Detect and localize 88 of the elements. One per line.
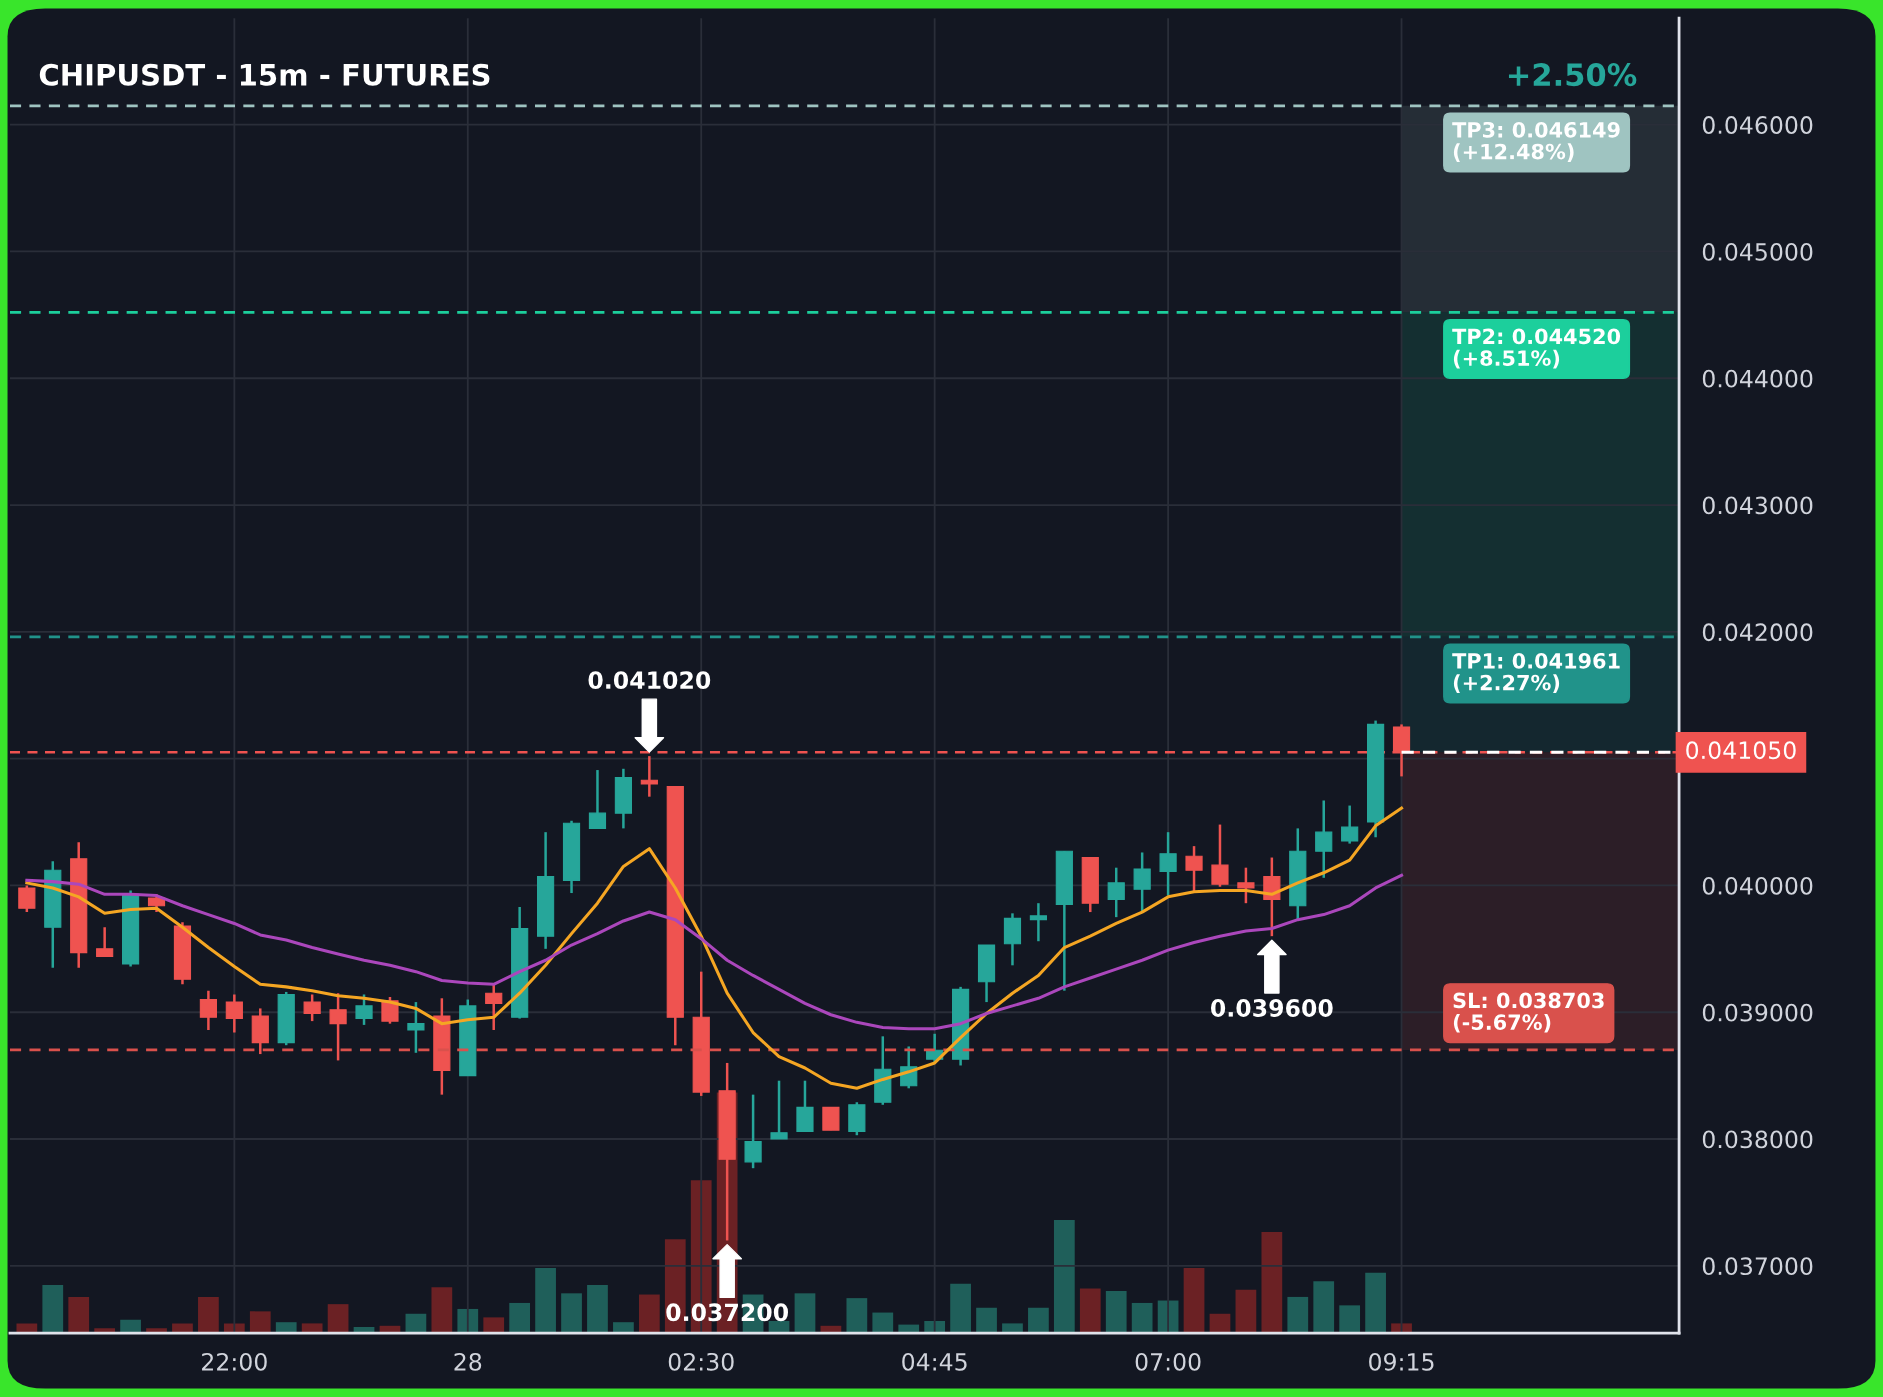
bar — [1313, 1281, 1335, 1334]
bar — [587, 1284, 608, 1334]
annotation: 0.041020 — [588, 671, 711, 690]
bar — [1002, 1323, 1023, 1334]
text: +2.50% — [1508, 63, 1637, 87]
candlestick — [18, 884, 36, 914]
bar — [794, 1293, 816, 1334]
bar — [120, 1319, 141, 1334]
bar — [872, 1312, 894, 1334]
text: CHIPUSDT - 15m - FUTURES — [39, 63, 490, 86]
x-tick-label: 07:00 — [1135, 1352, 1201, 1371]
candlestick — [407, 1000, 425, 1055]
bar — [1209, 1313, 1231, 1334]
x-tick-label: 04:45 — [902, 1352, 967, 1371]
bar — [561, 1293, 582, 1334]
y-tick-label: 0.046000 — [1702, 116, 1813, 134]
bar — [483, 1317, 505, 1334]
bar — [301, 1323, 323, 1334]
bar — [249, 1311, 271, 1334]
x-tick-label: 09:15 — [1369, 1352, 1434, 1371]
candlestick — [1159, 830, 1177, 897]
y-tick-label: 0.045000 — [1702, 242, 1813, 261]
bar — [1391, 1323, 1412, 1334]
ref-line-label: TP3: 0.046149 (+12.48%) — [1452, 121, 1620, 162]
candlestick — [199, 989, 217, 1032]
bar — [1028, 1307, 1049, 1334]
y-tick-label: 0.042000 — [1702, 623, 1813, 642]
y-tick-label: 0.043000 — [1702, 496, 1813, 515]
bar — [535, 1268, 556, 1334]
bar — [638, 1294, 660, 1334]
bar — [275, 1322, 297, 1334]
bar — [1105, 1290, 1127, 1334]
candlestick — [1133, 851, 1151, 914]
ref-line-label: SL: 0.038703 (-5.67%) — [1453, 992, 1604, 1033]
bar — [1261, 1231, 1283, 1334]
candlestick — [96, 926, 114, 958]
candlestick — [329, 991, 347, 1062]
y-tick-label: 0.039000 — [1702, 1003, 1813, 1022]
candlestick — [225, 993, 243, 1034]
ref-line-label: TP2: 0.044520 (+8.51%) — [1452, 328, 1621, 369]
line-series — [25, 806, 1404, 1090]
bar — [68, 1296, 90, 1334]
bar — [431, 1287, 453, 1334]
bar — [1053, 1219, 1075, 1334]
bar — [1287, 1296, 1309, 1334]
bar — [1079, 1288, 1101, 1334]
ref-line-label: TP1: 0.041961 (+2.27%) — [1452, 652, 1620, 693]
x-tick-label: 28 — [454, 1352, 482, 1371]
bar — [327, 1304, 349, 1334]
bar — [613, 1322, 634, 1334]
ref-line-label: 0.041050 — [1686, 741, 1796, 760]
candlestick — [303, 993, 321, 1023]
annotation: 0.039600 — [1211, 999, 1333, 1017]
bar — [1339, 1305, 1361, 1334]
candlestick — [485, 983, 503, 1032]
bar — [509, 1302, 531, 1334]
bar — [976, 1307, 997, 1334]
y-tick-label: 0.044000 — [1702, 369, 1813, 388]
bar — [172, 1323, 193, 1334]
candlestick — [1315, 799, 1333, 880]
candlestick — [640, 754, 658, 798]
y-tick-label: 0.037000 — [1702, 1257, 1813, 1276]
candlestick — [822, 1106, 840, 1132]
candlestick — [1029, 901, 1048, 943]
candlestick — [1211, 823, 1229, 888]
bar — [846, 1298, 868, 1334]
y-tick-label: 0.038000 — [1702, 1130, 1813, 1149]
candlestick — [355, 993, 373, 1027]
x-tick-label: 22:00 — [202, 1352, 267, 1371]
annotation: 0.037200 — [666, 1303, 789, 1322]
candlestick — [588, 768, 607, 830]
bar — [1235, 1289, 1257, 1334]
bar — [1365, 1272, 1386, 1334]
bar — [405, 1313, 427, 1334]
bar — [950, 1283, 971, 1334]
bar — [1183, 1268, 1205, 1334]
candlestick — [1107, 866, 1125, 919]
bar — [42, 1284, 64, 1334]
bar — [1131, 1302, 1153, 1334]
candlestick — [1237, 866, 1255, 905]
line-series — [25, 873, 1404, 1031]
candlestick — [1341, 804, 1359, 845]
bar — [198, 1296, 219, 1334]
candlestick — [744, 1093, 762, 1170]
x-tick-label: 02:30 — [668, 1352, 734, 1371]
y-tick-label: 0.040000 — [1702, 876, 1813, 895]
bar — [16, 1323, 38, 1334]
candlestick — [770, 1079, 788, 1141]
